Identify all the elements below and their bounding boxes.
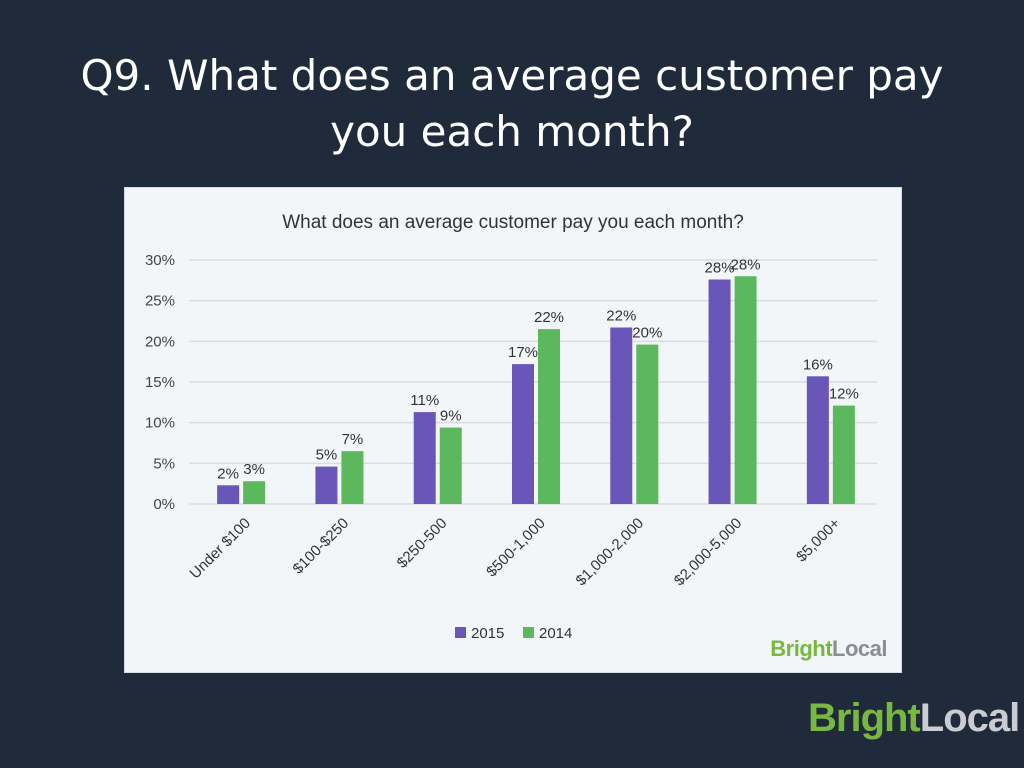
x-tick-label: $2,000-5,000 (671, 515, 746, 590)
x-tick-label: $5,000+ (793, 515, 844, 566)
bar-2015 (217, 485, 240, 504)
data-label-2015: 22% (606, 308, 636, 325)
bar-chart: What does an average customer pay you ea… (145, 212, 877, 642)
legend-swatch-2015 (455, 627, 466, 638)
bar-2015 (413, 412, 436, 504)
legend-label-2015: 2015 (471, 625, 504, 642)
data-label-2015: 28% (705, 260, 735, 277)
chart-title: What does an average customer pay you ea… (282, 212, 744, 233)
data-label-2014: 3% (243, 461, 265, 478)
slide-brand-logo: BrightLocal (808, 696, 1020, 740)
x-tick-label: $100-$250 (290, 515, 353, 578)
data-label-2015: 16% (803, 356, 833, 373)
data-label-2014: 9% (440, 408, 462, 425)
bar-2014 (538, 329, 560, 504)
y-tick-label: 20% (145, 333, 175, 350)
slide-title: Q9. What does an average customer pay yo… (60, 48, 964, 160)
y-tick-label: 25% (145, 293, 175, 310)
y-tick-label: 5% (153, 455, 175, 472)
y-tick-label: 30% (145, 252, 175, 269)
bar-2015 (708, 279, 731, 504)
chart-brand-logo: BrightLocal (770, 636, 887, 661)
data-label-2015: 17% (508, 344, 538, 361)
x-tick-label: Under $100 (187, 515, 254, 582)
bar-2015 (512, 364, 534, 504)
bar-2014 (341, 451, 364, 504)
bar-2015 (610, 327, 633, 504)
y-tick-label: 15% (145, 374, 175, 391)
data-label-2014: 12% (829, 386, 859, 403)
x-tick-label: $1,000-2,000 (573, 515, 648, 590)
data-label-2015: 5% (316, 447, 338, 464)
bar-2014 (734, 276, 757, 504)
slide-title-line-2: you each month? (330, 107, 694, 156)
bar-2015 (806, 376, 829, 504)
y-tick-label: 10% (145, 415, 175, 432)
legend-swatch-2014 (523, 627, 534, 638)
slide-title-line-1: Q9. What does an average customer pay (80, 51, 944, 100)
data-label-2014: 28% (731, 256, 761, 273)
x-tick-label: $500-1,000 (483, 515, 549, 581)
data-label-2015: 11% (410, 392, 439, 409)
data-label-2014: 20% (632, 325, 662, 342)
bar-2014 (243, 481, 266, 504)
data-label-2015: 2% (217, 465, 239, 482)
data-label-2014: 7% (342, 431, 364, 448)
data-label-2014: 22% (534, 309, 564, 326)
bar-2014 (439, 427, 462, 504)
bar-2014 (832, 405, 855, 504)
legend-label-2014: 2014 (539, 625, 572, 642)
chart-panel: What does an average customer pay you ea… (124, 187, 902, 673)
bar-2015 (315, 466, 338, 504)
y-tick-label: 0% (153, 496, 175, 513)
x-tick-label: $250-500 (394, 515, 451, 572)
bar-2014 (636, 344, 659, 504)
